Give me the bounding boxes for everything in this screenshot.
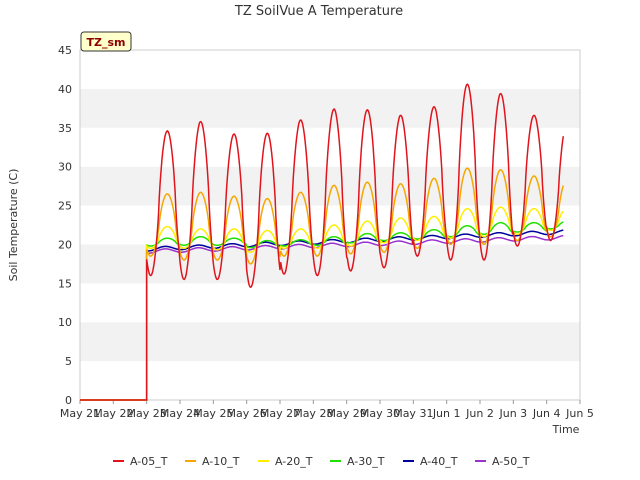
- legend-label: A-40_T: [420, 455, 458, 468]
- x-axis-label: Time: [552, 423, 580, 436]
- x-tick-label: Jun 1: [432, 407, 461, 420]
- y-tick-label: 20: [58, 238, 72, 251]
- legend-label: A-20_T: [275, 455, 313, 468]
- y-tick-label: 35: [58, 122, 72, 135]
- grid-band: [80, 361, 580, 400]
- x-tick-label: Jun 5: [565, 407, 594, 420]
- x-tick-label: May 26: [227, 407, 267, 420]
- y-tick-label: 15: [58, 277, 72, 290]
- x-tick-label: May 25: [193, 407, 233, 420]
- legend: A-05_T A-10_T A-20_T A-30_T A-40_T A-50_T: [113, 455, 530, 468]
- plot-frame: [79, 49, 581, 401]
- grid-band: [80, 244, 580, 284]
- y-tick-label: 0: [65, 394, 72, 407]
- grid-band: [80, 322, 580, 362]
- legend-label: A-10_T: [202, 455, 240, 468]
- series-line-a-10-t: [80, 167, 565, 401]
- x-tick-label: Jun 2: [465, 407, 494, 420]
- x-tick-label: May 27: [260, 407, 300, 420]
- series-line-a-05-t: [80, 83, 565, 401]
- station-badge-label: TZ_sm: [87, 36, 126, 49]
- x-tick-label: May 31: [393, 407, 433, 420]
- x-tick-label: May 28: [293, 407, 333, 420]
- plot-lines: [80, 83, 565, 401]
- y-tick-label: 25: [58, 200, 72, 213]
- x-tick-label: May 30: [360, 407, 400, 420]
- x-tick-label: May 24: [160, 407, 200, 420]
- station-badge: TZ_sm: [80, 31, 132, 52]
- y-tick-label: 40: [58, 83, 72, 96]
- x-tick-label: May 29: [327, 407, 367, 420]
- x-tick-label: May 21: [60, 407, 100, 420]
- grid-band: [80, 283, 580, 323]
- x-tick-label: May 22: [93, 407, 133, 420]
- series-line-a-20-t: [80, 206, 564, 401]
- x-tick-label: Jun 4: [532, 407, 561, 420]
- y-tick-label: 10: [58, 316, 72, 329]
- y-axis-label: Soil Temperature (C): [7, 169, 20, 282]
- grid-band: [80, 166, 580, 206]
- y-axis: 0 5 10 15 20 25 30 35 40 45: [58, 44, 72, 407]
- x-tick-label: May 23: [127, 407, 167, 420]
- y-tick-label: 5: [65, 355, 72, 368]
- chart-title: TZ SoilVue A Temperature: [234, 4, 403, 19]
- x-tick-label: Jun 3: [498, 407, 527, 420]
- legend-label: A-05_T: [130, 455, 168, 468]
- series-line-a-30-t: [80, 221, 564, 401]
- legend-label: A-30_T: [347, 455, 385, 468]
- y-tick-label: 30: [58, 161, 72, 174]
- y-tick-label: 45: [58, 44, 72, 57]
- grid-band: [80, 50, 580, 89]
- legend-label: A-50_T: [492, 455, 530, 468]
